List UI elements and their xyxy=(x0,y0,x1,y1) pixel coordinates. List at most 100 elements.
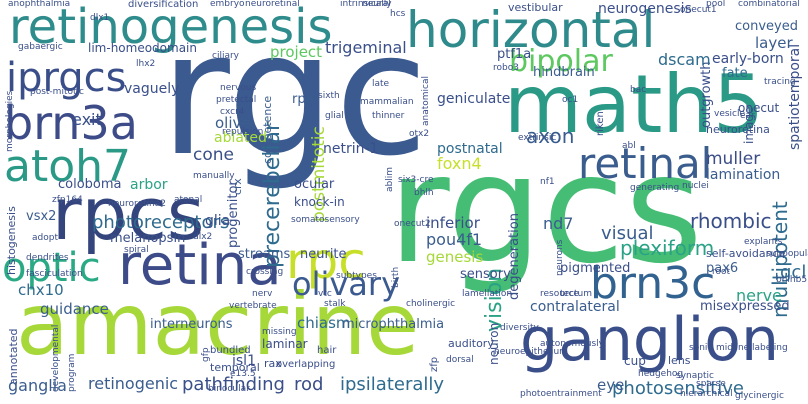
word-anatomical: extrinsic xyxy=(518,133,557,143)
word-guidance: guidance xyxy=(40,300,109,318)
word-recombinase: dorsal xyxy=(446,355,474,365)
word-ptf1a: ptf1a xyxy=(497,47,532,62)
word-ablim: oc1 xyxy=(562,95,579,105)
word-ganglion: ganglion xyxy=(520,305,780,375)
word-pretectal: nervous xyxy=(220,83,257,93)
word-laminar: laminar xyxy=(262,337,308,351)
word-math5: math5 xyxy=(504,58,764,151)
word-histogenesis: histogenesis xyxy=(5,206,18,275)
word-hcs: bac xyxy=(630,85,647,95)
word-photoreceptors: photoreceptors xyxy=(92,212,230,233)
word-dendrites: vertebrate xyxy=(229,301,277,311)
word-olivary: olivary xyxy=(292,265,400,303)
word-coloboma: coloboma xyxy=(58,177,122,192)
word-cmkkmns: lhx2 xyxy=(136,59,156,69)
word-developmental: birth xyxy=(391,266,401,288)
word-contralateral: contralateral xyxy=(530,299,620,315)
word-program: sixth xyxy=(318,91,340,101)
word-lamellation: lamellation xyxy=(462,289,513,299)
word-outgrowth: outgrowth xyxy=(699,61,714,128)
word-visual: visual xyxy=(601,223,654,244)
word-optic: optic xyxy=(2,245,101,291)
word-project: project xyxy=(270,43,323,61)
word-pou4f1: pou4f1 xyxy=(426,230,483,249)
word-sparse: sparse xyxy=(696,379,726,389)
word-degeneration: degeneration xyxy=(507,213,522,300)
word-bipolar: bipolar xyxy=(509,44,613,79)
word-glial: glial xyxy=(325,111,344,121)
word-axon: axon xyxy=(526,124,575,148)
word-adopt: adopt xyxy=(32,233,58,243)
word-mammalian: binocular xyxy=(208,384,250,394)
word-vertebrate: repulsion xyxy=(222,127,264,137)
word-oc1: mammalian xyxy=(360,97,414,107)
word-lens: lens xyxy=(668,354,691,367)
word-photoentrainment: photoentrainment xyxy=(520,389,602,399)
word-photosensitive: photosensitive xyxy=(612,378,744,399)
word-gcl: gcl xyxy=(780,262,807,283)
word-nuclei: nuclei xyxy=(682,181,709,191)
word-image: root xyxy=(712,267,731,277)
word-neuroepithelium: autonomously xyxy=(540,339,604,349)
word-gfp: spiral xyxy=(124,245,149,255)
word-iprgcs: iprgcs xyxy=(6,55,127,101)
word-retinal: retinal xyxy=(578,139,713,188)
word-bhlhb5: e13.5 xyxy=(230,369,256,379)
word-rod: rod xyxy=(294,374,324,395)
word-sonic: sonic xyxy=(689,343,713,353)
word-conveyed: conveyed xyxy=(735,19,798,34)
word-rpe: rpe xyxy=(292,92,314,107)
word-melanopsin: melanopsin xyxy=(110,231,186,246)
word-nf1: bhlh xyxy=(414,188,434,198)
word-dscam: dscam xyxy=(658,50,711,69)
word-trigeminal: trigeminal xyxy=(325,38,407,57)
word-misexpressed: misexpressed xyxy=(700,299,790,314)
word-retinogenic: retinogenic xyxy=(88,374,179,393)
word-otx2: otx2 xyxy=(409,129,430,139)
word-retinogenesis: retinogenesis xyxy=(9,0,333,55)
word-onecut2: onecut2 xyxy=(394,219,431,229)
word-glia: glia xyxy=(205,213,231,229)
word-generating: abl xyxy=(622,141,636,151)
word-fasciculation: nf1 xyxy=(540,177,555,187)
word-resource: anatomical xyxy=(421,75,431,126)
word-pax6: pax6 xyxy=(706,261,739,276)
word-ocular: ocular xyxy=(294,177,335,192)
word-spatiotemporal: spatiotemporal xyxy=(787,43,803,150)
word-atoh7: atoh7 xyxy=(4,141,132,192)
word-embryo: embryo xyxy=(210,0,245,9)
word-dlx1: dlx1 xyxy=(90,13,110,23)
word-retina: retina xyxy=(118,233,282,298)
word-postnatal: postnatal xyxy=(437,141,503,157)
word-lim-homeodomain: lim-homeodomain xyxy=(88,41,197,55)
word-dlx2: dlx2 xyxy=(193,232,213,242)
word-pool: pool xyxy=(706,0,726,9)
word-inferior: inferior xyxy=(426,214,480,232)
word-morphologies: ablim xyxy=(385,167,395,192)
word-anophthalmia: anophthalmia xyxy=(8,0,71,9)
word-tectum: tectum xyxy=(560,289,593,299)
word-tracing: tracing xyxy=(764,77,796,87)
word-missing: subtypes xyxy=(336,271,377,281)
word-vaguely: vaguely xyxy=(124,81,180,97)
word-gabaergic: gabaergic xyxy=(18,42,63,52)
word-overlapping: overlapping xyxy=(276,359,336,370)
word-glycinergic: glycinergic xyxy=(735,391,784,401)
word-nervous: ciliary xyxy=(212,51,239,61)
word-birth: subpopulation xyxy=(766,249,808,259)
word-midline: midline xyxy=(716,343,750,353)
word-sn1: bhlhb5 xyxy=(776,275,808,285)
word-cholinergic: cholinergic xyxy=(406,299,456,309)
word-pathfinding: pathfinding xyxy=(182,374,285,395)
word-onecut: onecut xyxy=(738,101,780,115)
word-brn3c: brn3c xyxy=(590,258,716,309)
word-early-born: early-born xyxy=(712,51,784,67)
word-interneurons: interneurons xyxy=(150,317,233,332)
word-lamination: lamination xyxy=(706,167,781,183)
word-hindbrain: hindbrain xyxy=(533,65,595,80)
word-late: manually xyxy=(193,171,235,181)
word-electroretinogram: fasciculation xyxy=(26,269,83,279)
word-ipsilaterally: ipsilaterally xyxy=(340,374,445,395)
word-ear: vesicle xyxy=(714,109,746,119)
